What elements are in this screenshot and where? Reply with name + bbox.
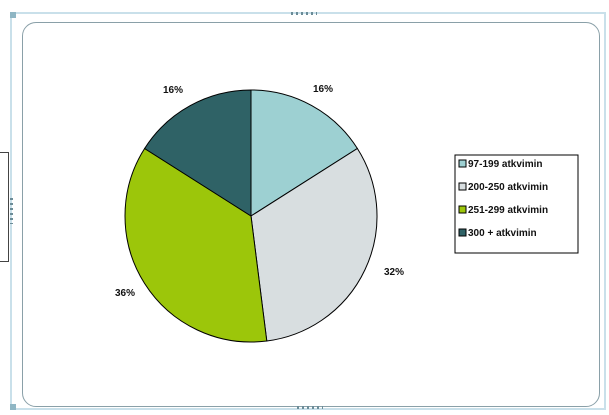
legend-swatch-2	[458, 182, 467, 191]
legend-label-3: 251-299 atkvimin	[468, 205, 548, 216]
pie-slice-2[interactable]	[250, 147, 378, 342]
legend-swatch-4	[458, 228, 467, 237]
resize-handle-top[interactable]	[291, 12, 317, 15]
data-label-4: 16%	[163, 85, 183, 96]
legend-label-1: 97-199 atkvimin	[468, 159, 543, 170]
legend-label-4: 300 + atkvimin	[468, 228, 537, 239]
legend-swatch-1	[458, 159, 467, 168]
resize-handle-top-left[interactable]	[10, 12, 16, 18]
data-label-3: 36%	[115, 288, 135, 299]
legend-swatch-3	[458, 205, 467, 214]
data-label-1: 16%	[313, 84, 333, 95]
pie-slice-3[interactable]	[124, 147, 268, 343]
pie-slice-1[interactable]	[250, 89, 359, 217]
resize-handle-bottom-left[interactable]	[10, 404, 16, 410]
legend-box	[454, 154, 579, 254]
legend[interactable]: 97-199 atkvimin 200-250 atkvimin 251-299 a…	[454, 154, 579, 254]
pie-slice-4[interactable]	[143, 89, 252, 217]
resize-handle-bottom[interactable]	[297, 406, 323, 409]
legend-label-2: 200-250 atkvimin	[468, 182, 548, 193]
left-side-tab	[0, 152, 9, 262]
data-label-2: 32%	[384, 267, 404, 278]
resize-handle-left[interactable]	[10, 198, 13, 224]
